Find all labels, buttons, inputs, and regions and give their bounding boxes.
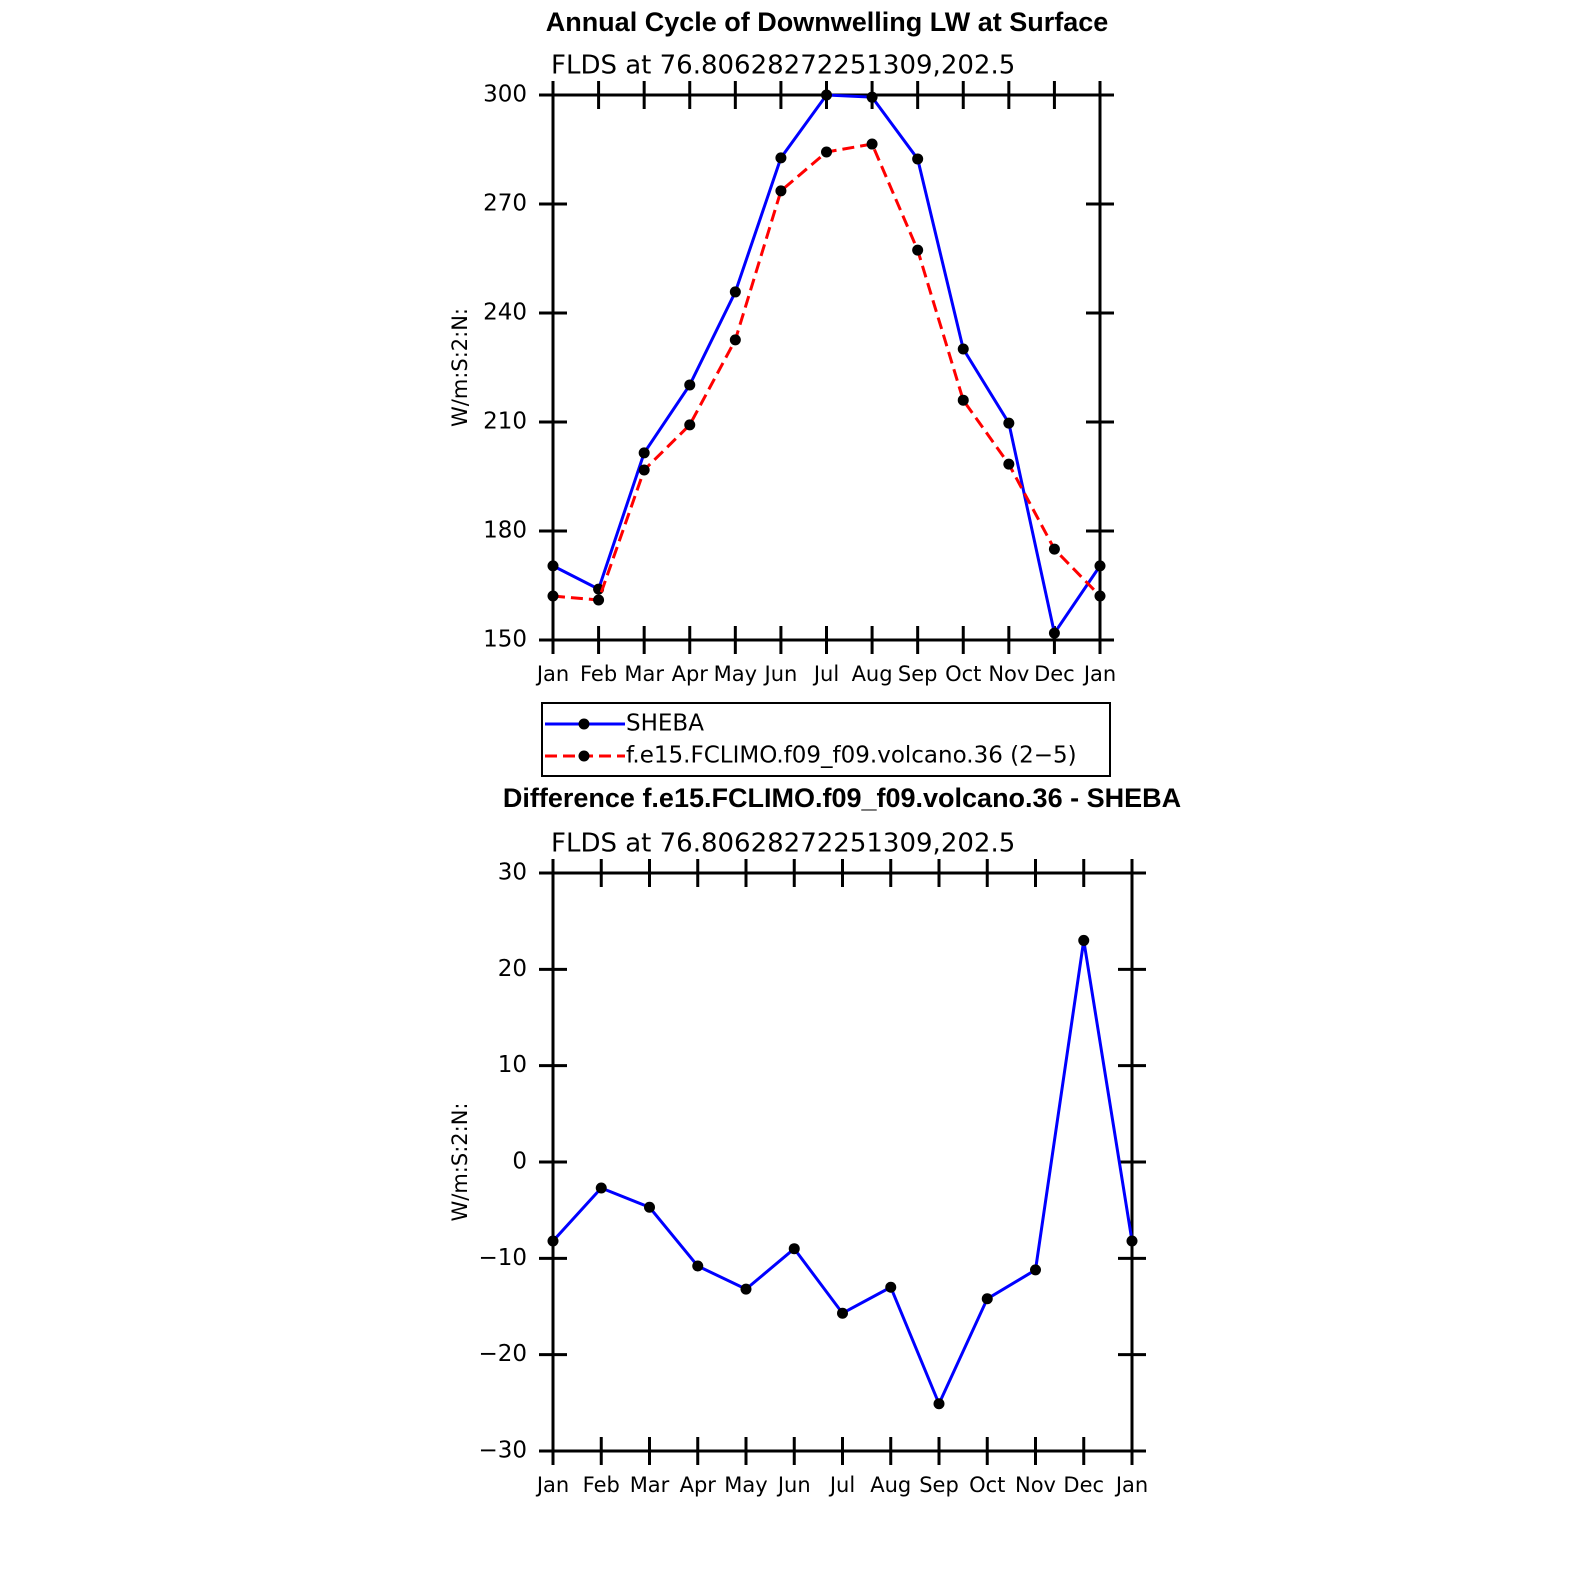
data-point bbox=[638, 464, 650, 476]
x-tick-label: Nov bbox=[1015, 1473, 1056, 1497]
data-point bbox=[775, 152, 787, 164]
x-tick-label: Nov bbox=[988, 662, 1029, 686]
x-tick-label: Jan bbox=[535, 1473, 569, 1497]
x-tick-label: Dec bbox=[1063, 1473, 1104, 1497]
legend-marker bbox=[578, 718, 590, 730]
series-line bbox=[552, 93, 1102, 637]
y-tick-label: 30 bbox=[498, 860, 527, 886]
y-tick-label: 210 bbox=[483, 409, 527, 435]
x-tick-label: Jan bbox=[1114, 1473, 1148, 1497]
y-tick-label: 300 bbox=[483, 82, 527, 108]
x-tick-label: Jan bbox=[535, 662, 569, 686]
x-tick-label: Mar bbox=[630, 1473, 670, 1497]
data-point bbox=[981, 1293, 993, 1305]
y-tick-label: −20 bbox=[478, 1341, 527, 1367]
data-point bbox=[912, 153, 924, 165]
x-tick-label: Sep bbox=[898, 662, 938, 686]
data-point bbox=[1126, 1235, 1138, 1247]
data-point bbox=[1048, 627, 1060, 639]
data-point bbox=[684, 379, 696, 391]
data-point bbox=[684, 419, 696, 431]
data-point bbox=[821, 146, 832, 158]
x-tick-label: Aug bbox=[852, 662, 893, 686]
chart-title: Difference f.e15.FCLIMO.f09_f09.volcano.… bbox=[503, 783, 1181, 813]
y-tick-label: 0 bbox=[512, 1149, 527, 1175]
y-tick-label: 20 bbox=[498, 956, 527, 982]
y-tick-label: 270 bbox=[483, 191, 527, 217]
series-line bbox=[552, 142, 1102, 602]
x-tick-label: Jan bbox=[1082, 662, 1116, 686]
legend-box bbox=[541, 702, 1111, 777]
x-tick-label: Aug bbox=[870, 1473, 911, 1497]
legend-label: f.e15.FCLIMO.f09_f09.volcano.36 (2−5) bbox=[626, 743, 1077, 769]
data-point bbox=[595, 1182, 607, 1194]
data-point bbox=[866, 91, 878, 103]
data-point bbox=[638, 447, 650, 459]
x-tick-label: Apr bbox=[680, 1473, 717, 1497]
x-tick-label: Oct bbox=[945, 662, 981, 686]
data-point bbox=[957, 394, 969, 406]
y-axis-label: W/m:S:2:N: bbox=[448, 1103, 472, 1222]
data-point bbox=[1048, 543, 1060, 555]
data-point bbox=[1003, 458, 1015, 470]
x-tick-label: Sep bbox=[919, 1473, 959, 1497]
data-point bbox=[547, 560, 559, 572]
data-point bbox=[1003, 417, 1015, 429]
data-point bbox=[593, 594, 605, 606]
series-line bbox=[551, 940, 1134, 1408]
x-tick-label: Jun bbox=[776, 1473, 811, 1497]
data-point bbox=[885, 1281, 897, 1293]
data-point bbox=[547, 590, 559, 602]
data-point bbox=[957, 343, 969, 355]
y-tick-label: 150 bbox=[483, 627, 527, 653]
data-point bbox=[821, 89, 832, 101]
data-point bbox=[644, 1201, 655, 1213]
legend-marker bbox=[578, 750, 590, 762]
data-point bbox=[866, 138, 878, 150]
legend-label: SHEBA bbox=[626, 711, 704, 737]
plot-frame bbox=[551, 871, 1134, 1453]
x-tick-label: Jun bbox=[763, 662, 798, 686]
data-point bbox=[729, 334, 741, 346]
x-tick-label: May bbox=[714, 662, 757, 686]
data-point bbox=[547, 1235, 559, 1247]
y-tick-label: −10 bbox=[478, 1245, 527, 1271]
chart-title: Annual Cycle of Downwelling LW at Surfac… bbox=[546, 7, 1109, 37]
x-tick-label: Oct bbox=[969, 1473, 1005, 1497]
y-tick-label: 240 bbox=[483, 300, 527, 326]
y-tick-label: 10 bbox=[498, 1052, 527, 1078]
x-tick-label: Apr bbox=[672, 662, 709, 686]
data-point bbox=[837, 1307, 848, 1319]
data-point bbox=[788, 1243, 800, 1255]
data-point bbox=[1094, 590, 1106, 602]
x-tick-label: Mar bbox=[624, 662, 664, 686]
x-tick-label: Jul bbox=[812, 662, 839, 686]
chart-subtitle: FLDS at 76.80628272251309,202.5 bbox=[551, 829, 1015, 859]
data-point bbox=[740, 1283, 752, 1295]
y-tick-label: 180 bbox=[483, 518, 527, 544]
x-tick-label: Dec bbox=[1034, 662, 1075, 686]
data-point bbox=[1094, 560, 1106, 572]
x-tick-label: Feb bbox=[583, 1473, 620, 1497]
data-point bbox=[1030, 1264, 1041, 1276]
chart-subtitle: FLDS at 76.80628272251309,202.5 bbox=[551, 51, 1015, 81]
data-point bbox=[775, 185, 787, 197]
plot-frame bbox=[551, 93, 1102, 642]
data-point bbox=[933, 1398, 945, 1410]
y-tick-label: −30 bbox=[478, 1438, 527, 1464]
x-tick-label: Feb bbox=[580, 662, 617, 686]
y-axis-label: W/m:S:2:N: bbox=[448, 308, 472, 427]
data-point bbox=[692, 1260, 704, 1272]
data-point bbox=[1078, 934, 1090, 946]
data-point bbox=[729, 286, 741, 298]
x-tick-label: May bbox=[724, 1473, 767, 1497]
data-point bbox=[912, 244, 924, 256]
x-tick-label: Jul bbox=[828, 1473, 855, 1497]
